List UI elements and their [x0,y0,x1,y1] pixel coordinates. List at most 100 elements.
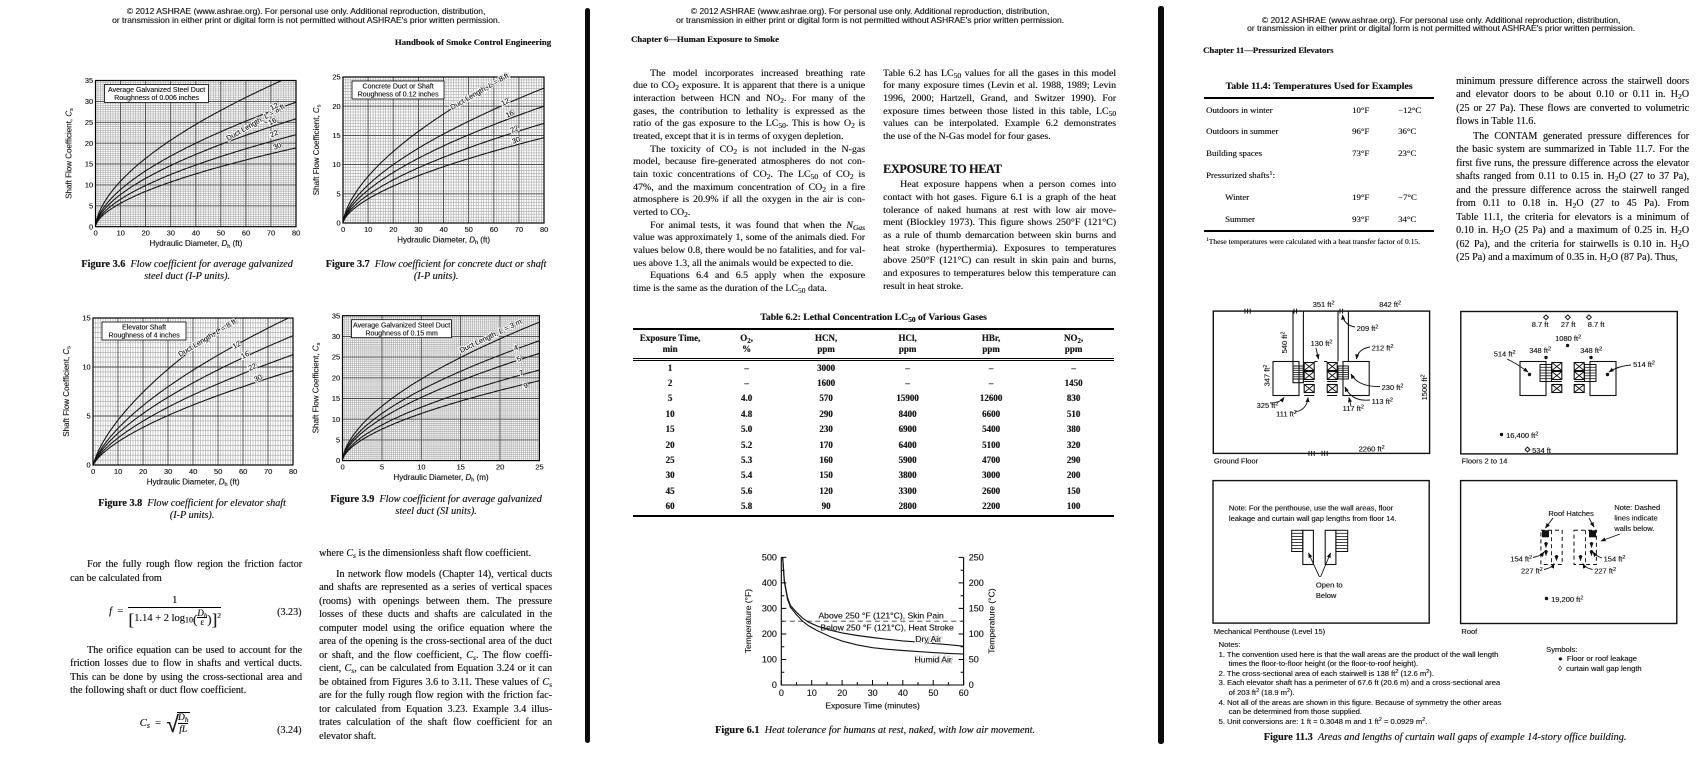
svg-text:20: 20 [332,102,340,111]
svg-text:Hydraulic Diameter, Dh (m): Hydraulic Diameter, Dh (m) [393,473,488,484]
svg-text:35: 35 [85,76,93,85]
svg-text:540 ft2: 540 ft2 [1280,332,1289,354]
svg-text:27 ft: 27 ft [1561,320,1577,329]
svg-text:100: 100 [969,629,984,639]
svg-text:7: 7 [517,368,524,378]
svg-text:500: 500 [762,552,777,562]
svg-text:22: 22 [268,128,279,140]
svg-text:20: 20 [496,463,504,472]
svg-text:209 ft2: 209 ft2 [1357,324,1379,333]
svg-text:0: 0 [341,225,345,234]
svg-text:Mechanical Penthouse (Level 15: Mechanical Penthouse (Level 15) [1214,627,1326,636]
svg-text:15: 15 [332,394,340,403]
svg-text:842 ft2: 842 ft2 [1379,300,1401,309]
svg-text:230 ft2: 230 ft2 [1382,383,1404,392]
svg-text:30: 30 [85,97,93,106]
svg-text:50: 50 [214,467,222,476]
svg-text:30: 30 [167,229,175,238]
svg-text:Above 250 °F (121°C), Skin Pai: Above 250 °F (121°C), Skin Pain [818,611,944,621]
svg-text:154 ft2: 154 ft2 [1510,555,1532,564]
svg-text:Ground Floor: Ground Floor [1214,457,1259,466]
svg-text:Temperature (°F): Temperature (°F) [743,589,753,654]
svg-text:351 ft2: 351 ft2 [1313,300,1335,309]
svg-text:250: 250 [969,552,984,562]
svg-text:Hydraulic Diameter, Dh (ft): Hydraulic Diameter, Dh (ft) [147,478,240,489]
svg-text:25: 25 [85,118,93,127]
svg-text:walls below.: walls below. [1613,524,1654,533]
svg-text:40: 40 [192,229,200,238]
svg-text:Note: For the penthouse, use t: Note: For the penthouse, use the wall ar… [1229,504,1394,513]
svg-text:212 ft2: 212 ft2 [1372,344,1394,353]
svg-text:Humid Air: Humid Air [914,655,951,665]
svg-text:30: 30 [252,372,263,383]
svg-text:154 ft2: 154 ft2 [1604,555,1626,564]
svg-text:15: 15 [456,463,464,472]
svg-text:25: 25 [332,73,340,82]
svg-text:16,400 ft2: 16,400 ft2 [1506,431,1538,440]
svg-text:5: 5 [380,463,384,472]
svg-text:347 ft2: 347 ft2 [1263,365,1272,387]
svg-text:400: 400 [762,578,777,588]
svg-text:70: 70 [515,225,523,234]
svg-text:5: 5 [89,201,93,210]
svg-text:Exposure Time (minutes): Exposure Time (minutes) [825,700,920,710]
svg-text:10: 10 [116,229,124,238]
svg-text:10: 10 [82,363,90,372]
svg-text:15: 15 [85,160,93,169]
svg-text:60: 60 [239,467,247,476]
svg-text:0: 0 [93,229,97,238]
svg-text:Shaft Flow Coefficient, Cs: Shaft Flow Coefficient, Cs [62,346,73,437]
svg-text:1080 ft2: 1080 ft2 [1555,334,1581,343]
svg-text:Average Galvanized Steel Duct: Average Galvanized Steel Duct [353,322,450,329]
svg-text:Roughness of 0.006 inches: Roughness of 0.006 inches [114,95,199,102]
svg-text:25: 25 [535,463,543,472]
svg-text:35: 35 [332,311,340,320]
svg-text:10: 10 [364,225,372,234]
svg-text:325 ft2: 325 ft2 [1257,401,1279,410]
svg-text:30: 30 [332,332,340,341]
svg-text:0: 0 [89,222,93,231]
svg-text:30: 30 [414,225,422,234]
svg-text:Below: Below [1316,591,1337,600]
svg-text:60: 60 [959,688,969,698]
svg-text:514 ft2: 514 ft2 [1633,360,1655,369]
svg-text:0: 0 [340,463,344,472]
svg-text:Average Galvanized Steel Duct: Average Galvanized Steel Duct [108,87,205,94]
svg-text:200: 200 [969,578,984,588]
svg-text:Roughness of 0.15 mm: Roughness of 0.15 mm [365,330,438,337]
svg-text:0: 0 [86,461,90,470]
svg-text:5: 5 [515,354,522,364]
svg-text:40: 40 [898,688,908,698]
svg-text:50: 50 [464,225,472,234]
svg-text:15: 15 [332,131,340,140]
svg-text:50: 50 [928,688,938,698]
svg-text:Note: Dashed: Note: Dashed [1614,503,1660,512]
svg-text:20: 20 [139,467,147,476]
svg-text:Dry Air: Dry Air [915,634,941,644]
svg-text:5: 5 [86,412,90,421]
svg-text:113 ft2: 113 ft2 [1372,397,1393,406]
svg-text:Roughness of 0.12 inches: Roughness of 0.12 inches [358,92,439,99]
svg-text:348 ft2: 348 ft2 [1580,346,1602,355]
svg-text:Roughness of 4 inches: Roughness of 4 inches [108,333,180,340]
svg-text:5: 5 [336,436,340,445]
svg-text:200: 200 [762,629,777,639]
svg-text:0: 0 [336,456,340,465]
svg-text:150: 150 [969,603,984,613]
svg-text:Roof: Roof [1461,627,1478,636]
svg-text:1500 ft2: 1500 ft2 [1420,375,1429,401]
svg-text:Hydraulic Diameter, Dh (ft): Hydraulic Diameter, Dh (ft) [397,236,490,247]
svg-text:0: 0 [772,680,777,690]
svg-text:80: 80 [292,229,300,238]
svg-text:leakage and curtain wall gap l: leakage and curtain wall gap lengths fro… [1229,514,1397,523]
svg-text:10: 10 [332,415,340,424]
svg-text:Shaft Flow Coefficient, Cs: Shaft Flow Coefficient, Cs [65,108,76,199]
svg-text:Hydraulic Diameter, Dh (ft): Hydraulic Diameter, Dh (ft) [149,239,242,250]
svg-text:117 ft2: 117 ft2 [1343,404,1364,413]
svg-text:70: 70 [264,467,272,476]
svg-text:50: 50 [217,229,225,238]
svg-text:80: 80 [540,225,548,234]
svg-text:9: 9 [522,381,529,391]
svg-text:20: 20 [837,688,847,698]
svg-text:60: 60 [490,225,498,234]
